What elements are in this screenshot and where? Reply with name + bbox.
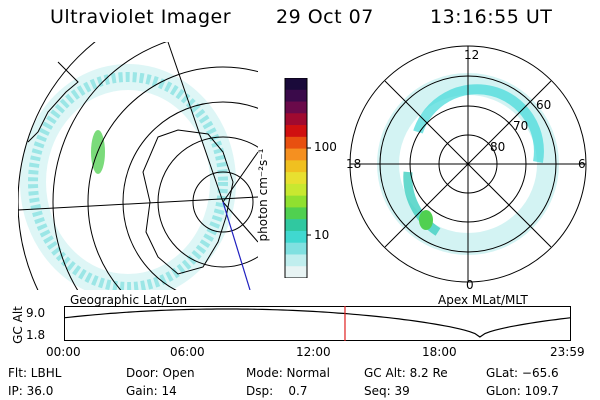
colorbar-swatch: [285, 219, 307, 232]
colorbar-swatch: [285, 160, 307, 173]
mlat-label-60: 60: [536, 98, 552, 112]
info-gcalt: GC Alt: 8.2 Re: [364, 366, 448, 380]
colorbar-swatch: [285, 195, 307, 208]
info-door: Door: Open: [126, 366, 195, 380]
info-flt: Flt: LBHL: [8, 366, 62, 380]
info-gain: Gain: 14: [126, 384, 177, 398]
colorbar-swatch: [285, 242, 307, 255]
colorbar-swatch: [285, 89, 307, 103]
info-seq: Seq: 39: [364, 384, 410, 398]
timeline-xtick-4: 23:59: [550, 345, 585, 359]
left-panel-caption: Geographic Lat/Lon: [70, 293, 188, 307]
colorbar-swatch: [285, 254, 307, 267]
timeline-xtick-2: 12:00: [296, 345, 331, 359]
geographic-map: [18, 42, 258, 290]
colorbar-swatch: [285, 78, 307, 91]
right-panel-caption: Apex MLat/MLT: [438, 293, 528, 307]
colorbar-swatch: [285, 172, 307, 185]
colorbar-tick-10: 10: [314, 228, 330, 242]
antarctica-outline: [142, 129, 234, 275]
lat-grid: [18, 42, 258, 290]
colorbar-swatch: [285, 207, 307, 220]
timeline-ytick-bottom: 1.8: [26, 328, 46, 342]
colorbar-swatch: [285, 136, 307, 150]
colorbar-swatch: [285, 266, 307, 278]
colorbar-unit-label: photon cm⁻²s⁻¹: [256, 148, 270, 242]
app-title: Ultraviolet Imager: [50, 6, 232, 28]
mlt-label-6: 6: [578, 157, 586, 171]
info-glon: GLon: 109.7: [486, 384, 559, 398]
coastline: [27, 61, 79, 143]
colorbar: [284, 78, 311, 278]
colorbar-tick-100: 100: [314, 140, 337, 154]
colorbar-swatch: [285, 113, 307, 126]
mlat-label-70: 70: [513, 119, 529, 133]
timeline-ylabel: GC Alt: [11, 306, 25, 344]
info-mode: Mode: Normal: [246, 366, 330, 380]
colorbar-swatch: [285, 125, 307, 138]
mlt-label-0: 0: [466, 278, 474, 292]
mlt-label-18: 18: [346, 157, 362, 171]
timeline-ytick-top: 9.0: [26, 306, 46, 320]
timeline-xtick-0: 00:00: [46, 345, 81, 359]
info-glat: GLat: −65.6: [486, 366, 559, 380]
meridian-line: [222, 201, 251, 290]
time-label: 13:16:55 UT: [430, 6, 553, 28]
altitude-timeline: [64, 306, 572, 341]
date-label: 29 Oct 07: [276, 6, 374, 28]
polar-plot: [349, 45, 587, 283]
info-dsp: Dsp: 0.7: [246, 384, 308, 398]
mlt-label-12: 12: [464, 48, 480, 62]
colorbar-swatch: [285, 101, 307, 114]
timeline-xtick-1: 06:00: [170, 345, 205, 359]
altitude-curve: [64, 308, 572, 338]
timeline-xtick-3: 18:00: [422, 345, 457, 359]
colorbar-swatch: [285, 148, 307, 161]
colorbar-swatch: [285, 183, 307, 197]
colorbar-swatch: [285, 230, 307, 244]
mlat-label-80: 80: [490, 140, 506, 154]
info-ip: IP: 36.0: [8, 384, 54, 398]
